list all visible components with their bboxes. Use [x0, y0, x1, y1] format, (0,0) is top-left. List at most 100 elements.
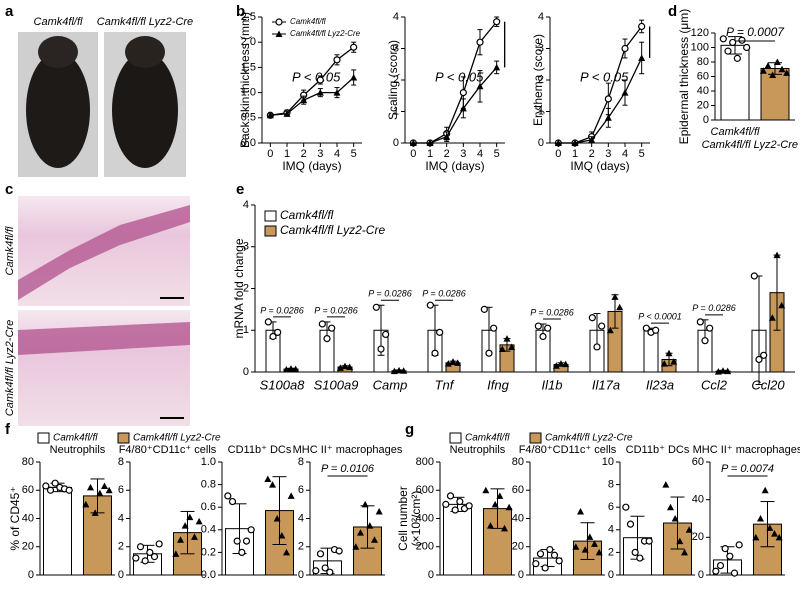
y-tick-label: 8 [118, 456, 124, 468]
x-tick-label: 4 [334, 148, 340, 160]
x-tick-label: 0 [410, 148, 416, 160]
point-marker [505, 503, 513, 511]
y-tick-label: 100 [691, 41, 709, 53]
y-tick-label: 0 [703, 114, 709, 126]
mouse-head [125, 36, 165, 68]
point-marker [496, 492, 504, 499]
point-marker [476, 82, 484, 90]
point-marker [581, 546, 589, 553]
point-marker [595, 548, 603, 556]
point-marker [321, 564, 329, 572]
point-marker [773, 58, 781, 65]
legend-label: Camk4fl/fl Lyz2-Cre [545, 433, 633, 444]
x-tick-label: S100a8 [260, 377, 306, 392]
point-marker [631, 548, 639, 557]
point-marker [730, 569, 739, 577]
point-marker [283, 110, 291, 117]
point-marker [278, 531, 286, 539]
point-marker [591, 540, 598, 547]
point-marker [372, 303, 380, 311]
point-marker [733, 54, 741, 62]
chart-title: Neutrophils [50, 444, 106, 456]
point-marker [264, 318, 272, 326]
point-marker [726, 552, 734, 560]
point-marker [42, 482, 50, 490]
panel-a-images [18, 32, 186, 177]
annotation: P < 0.05 [435, 69, 484, 84]
point-marker [757, 515, 764, 522]
point-marker [105, 486, 113, 494]
series-line [413, 66, 498, 144]
point-marker [696, 318, 704, 326]
y-tick-label: 0 [538, 137, 544, 149]
point-marker [136, 543, 145, 551]
y-tick-label: 400 [416, 512, 434, 524]
point-marker [361, 500, 369, 508]
y-tick-label: 3 [538, 42, 544, 54]
y-tick-label: 0 [698, 569, 704, 581]
x-tick-label: 1 [284, 148, 290, 160]
point-marker [275, 30, 283, 37]
point-marker [65, 486, 73, 494]
point-marker [712, 567, 720, 575]
y-tick-label: 0.2 [201, 546, 216, 558]
point-marker [82, 500, 90, 508]
point-marker [572, 543, 580, 550]
point-marker [706, 324, 714, 332]
p-value: P = 0.0007 [726, 25, 785, 39]
point-marker [775, 533, 783, 541]
y-tick-label: 20 [697, 99, 709, 111]
y-tick-label: 0.4 [201, 524, 216, 536]
y-tick-label: 4 [538, 11, 544, 23]
point-marker [316, 76, 324, 84]
y-tick-label: 0 [298, 569, 304, 581]
x-tick-label: 5 [494, 148, 500, 160]
p-value: P < 0.0001 [638, 312, 681, 322]
x-tick-label: Camp [373, 377, 408, 392]
point-marker [555, 557, 563, 565]
y-axis-label: (×10²/cm²) [409, 491, 423, 547]
point-marker [701, 337, 709, 345]
x-tick-label: 2 [444, 148, 450, 160]
legend-swatch [449, 432, 462, 444]
y-tick-label: 60 [692, 456, 704, 468]
chart-title: CD11b⁺ DCs [626, 444, 690, 456]
point-marker [446, 492, 455, 500]
point-marker [773, 251, 781, 259]
point-marker [318, 320, 326, 328]
y-tick-label: 40 [697, 85, 709, 97]
point-marker [333, 89, 341, 96]
x-tick-label: Il23a [646, 377, 674, 392]
y-tick-label: 1.5 [241, 61, 256, 73]
legend-swatch [117, 432, 130, 444]
point-marker [738, 36, 746, 44]
point-marker [638, 54, 646, 61]
x-tick-label: Tnf [435, 377, 455, 392]
point-marker [195, 517, 203, 525]
p-value: P = 0.0286 [422, 289, 465, 299]
y-tick-label: 80 [697, 56, 709, 68]
point-marker [46, 486, 55, 494]
point-marker [778, 65, 786, 73]
y-tick-label: 60 [512, 484, 524, 496]
point-marker [534, 322, 542, 330]
point-marker [287, 365, 295, 372]
point-marker [493, 63, 501, 71]
y-tick-label: 40 [512, 512, 524, 524]
x-tick-label: Il1b [542, 377, 563, 392]
point-marker [493, 18, 501, 26]
point-marker [431, 349, 439, 357]
point-marker [426, 301, 434, 309]
point-marker [642, 324, 650, 332]
bar [43, 486, 72, 576]
point-marker [150, 553, 159, 561]
point-marker [443, 133, 451, 140]
point-marker [454, 359, 462, 366]
point-marker [724, 47, 732, 55]
x-tick-label: 3 [317, 148, 323, 160]
point-marker [671, 515, 679, 522]
point-marker [778, 301, 786, 309]
point-marker [571, 139, 579, 146]
y-tick-label: 0.6 [201, 501, 216, 513]
